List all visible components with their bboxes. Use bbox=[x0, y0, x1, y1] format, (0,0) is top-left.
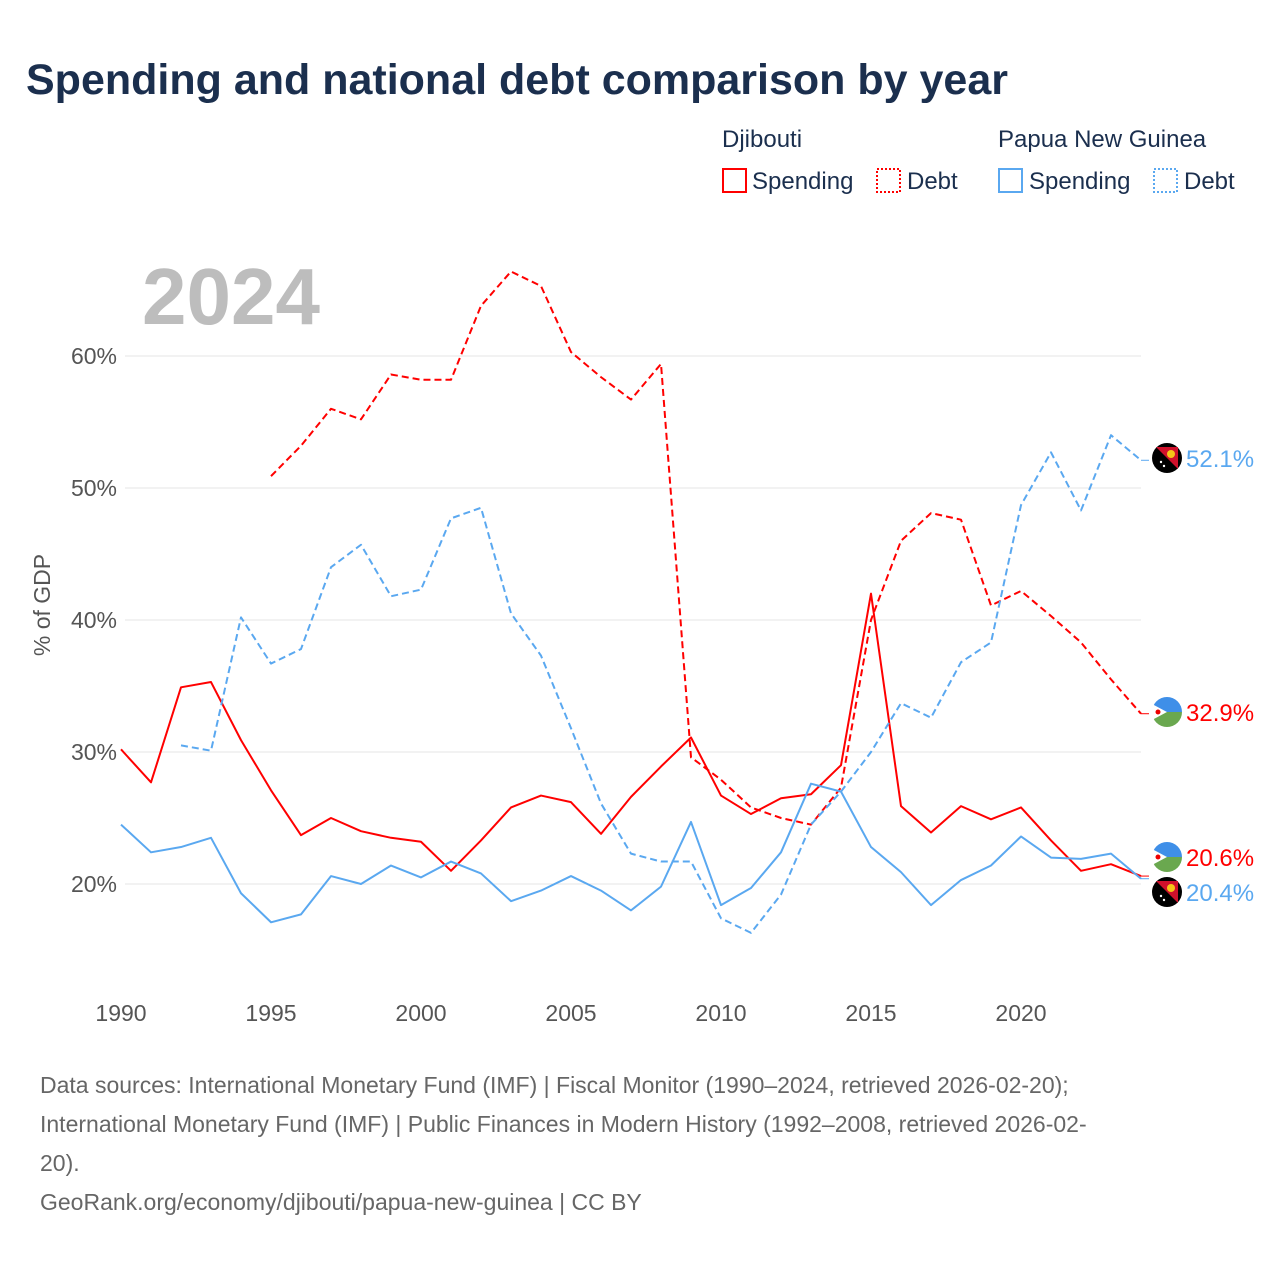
series-line-djibouti-spending bbox=[120, 592, 1142, 878]
x-tick-label: 2000 bbox=[395, 1000, 446, 1026]
y-tick-label: 40% bbox=[71, 607, 117, 633]
x-tick-label: 2015 bbox=[845, 1000, 896, 1026]
chart-title: Spending and national debt comparison by… bbox=[26, 56, 1008, 104]
legend-group-png: Papua New Guinea bbox=[998, 126, 1207, 153]
end-value-label: 52.1% bbox=[1186, 446, 1254, 473]
legend-djibouti-spending[interactable]: Spending bbox=[752, 168, 853, 195]
png-flag-icon bbox=[1152, 877, 1182, 907]
series-line-papua-new-guinea-debt bbox=[180, 434, 1142, 934]
png-flag-icon bbox=[1152, 443, 1182, 473]
legend-swatch-djibouti-debt bbox=[876, 168, 901, 193]
y-tick-label: 30% bbox=[71, 739, 117, 765]
end-value-label: 20.6% bbox=[1186, 845, 1254, 872]
series-line-djibouti-debt bbox=[270, 270, 1142, 826]
legend: Djibouti Spending Debt Papua New Guinea … bbox=[722, 126, 1235, 195]
source-line-1: Data sources: International Monetary Fun… bbox=[40, 1072, 1069, 1098]
legend-png-debt[interactable]: Debt bbox=[1184, 168, 1235, 195]
source-line-2: International Monetary Fund (IMF) | Publ… bbox=[40, 1111, 1087, 1137]
footer: Data sources: International Monetary Fun… bbox=[40, 1072, 1087, 1215]
y-axis-label: % of GDP bbox=[29, 554, 55, 656]
x-tick-label: 2005 bbox=[545, 1000, 596, 1026]
y-tick-label: 50% bbox=[71, 475, 117, 501]
y-tick-label: 60% bbox=[71, 343, 117, 369]
legend-png-spending[interactable]: Spending bbox=[1029, 168, 1130, 195]
legend-swatch-djibouti-spending bbox=[722, 168, 747, 193]
legend-swatch-png-spending bbox=[998, 168, 1023, 193]
series-line-papua-new-guinea-spending bbox=[120, 782, 1142, 924]
legend-group-djibouti: Djibouti bbox=[722, 126, 802, 153]
x-tick-label: 2020 bbox=[995, 1000, 1046, 1026]
end-value-label: 20.4% bbox=[1186, 880, 1254, 907]
legend-djibouti-debt[interactable]: Debt bbox=[907, 168, 958, 195]
source-link[interactable]: GeoRank.org/economy/djibouti/papua-new-g… bbox=[40, 1189, 642, 1215]
y-tick-label: 20% bbox=[71, 871, 117, 897]
end-value-label: 32.9% bbox=[1186, 700, 1254, 727]
x-tick-label: 1995 bbox=[245, 1000, 296, 1026]
djibouti-flag-icon bbox=[1152, 697, 1182, 727]
year-label: 2024 bbox=[142, 252, 320, 341]
djibouti-flag-icon bbox=[1152, 842, 1182, 872]
source-line-3: 20). bbox=[40, 1150, 80, 1176]
legend-swatch-png-debt bbox=[1153, 168, 1178, 193]
x-tick-label: 1990 bbox=[95, 1000, 146, 1026]
x-tick-label: 2010 bbox=[695, 1000, 746, 1026]
